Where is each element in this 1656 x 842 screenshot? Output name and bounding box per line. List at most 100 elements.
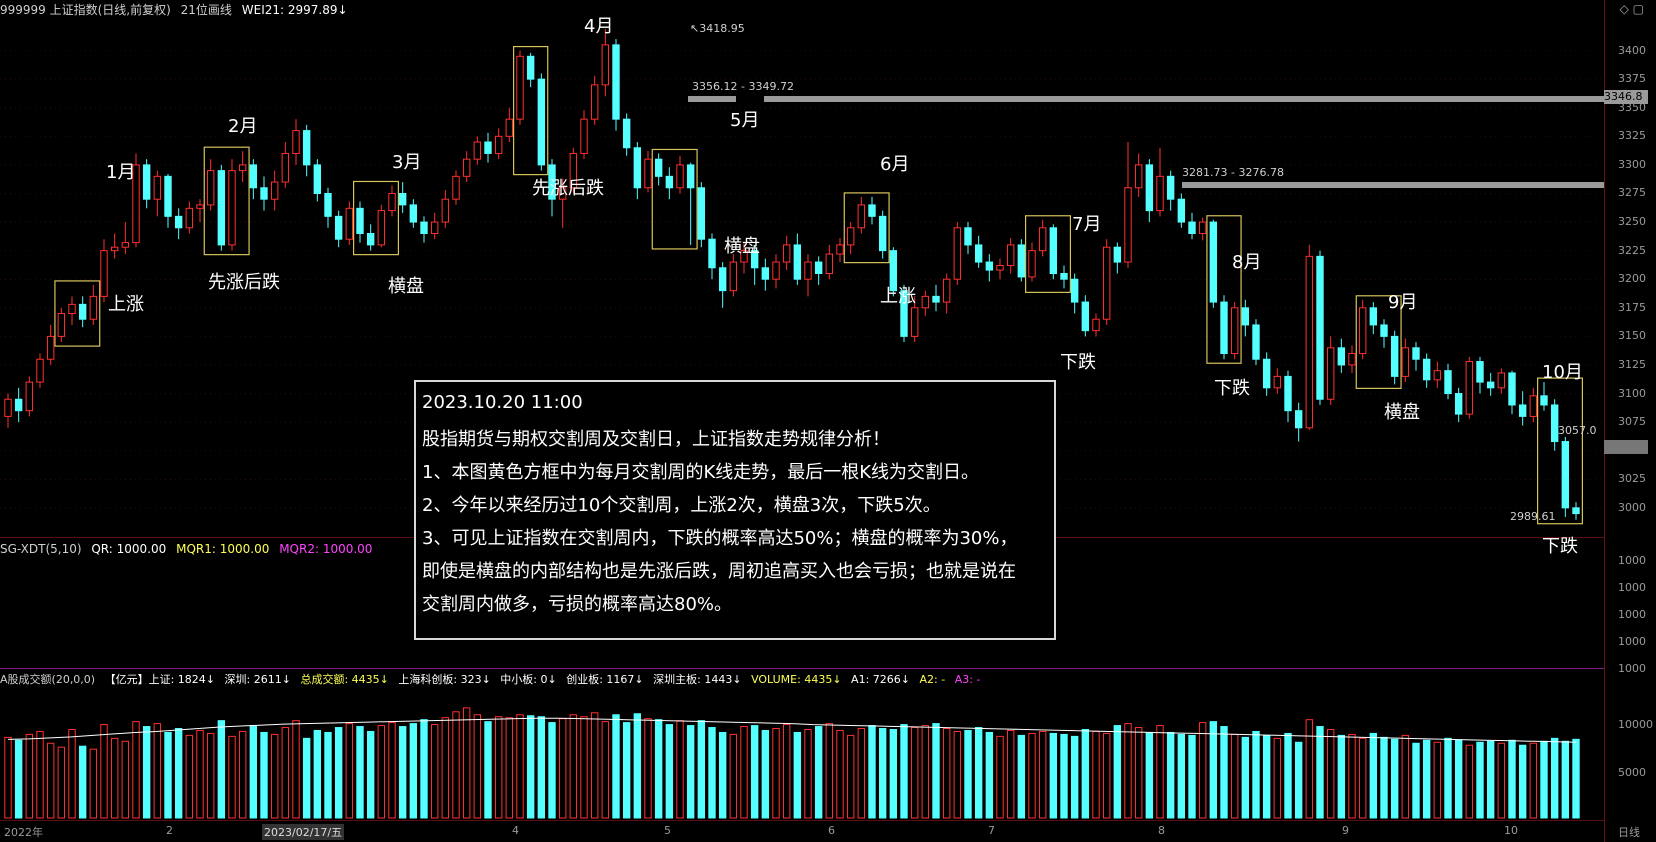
volume-bar bbox=[1465, 744, 1474, 819]
candle-body bbox=[228, 170, 236, 246]
trend-label-5: 横盘 bbox=[724, 236, 760, 257]
candle-body bbox=[1177, 198, 1186, 223]
volume-bar bbox=[1060, 733, 1068, 819]
candle-body bbox=[1113, 246, 1122, 263]
candle-body bbox=[334, 215, 343, 240]
candle-body bbox=[942, 278, 951, 303]
date-label: 7 bbox=[988, 824, 995, 837]
sh-turnover: 【亿元】上证: 1824↓ bbox=[104, 673, 216, 686]
mqr2-value: MQR2: 1000.00 bbox=[279, 542, 373, 556]
candle-body bbox=[665, 175, 674, 189]
date-label: 2022年 bbox=[4, 826, 43, 839]
candle-body bbox=[1252, 324, 1260, 360]
trend-label-3: 横盘 bbox=[388, 276, 424, 297]
qr-value: QR: 1000.00 bbox=[91, 542, 167, 556]
volume-bar bbox=[1294, 741, 1303, 819]
volume-bar bbox=[676, 720, 684, 819]
index-title: 999999 上证指数(日线,前复权) bbox=[0, 3, 171, 17]
candle-body bbox=[452, 175, 460, 200]
resistance-line-2[interactable] bbox=[1182, 182, 1604, 188]
volume-bar bbox=[942, 728, 951, 819]
date-label: 6 bbox=[828, 824, 835, 837]
candle-body bbox=[633, 147, 642, 189]
volume-bar bbox=[1209, 721, 1218, 819]
candlestick-chart[interactable] bbox=[0, 0, 1604, 842]
candle-body bbox=[1220, 301, 1228, 355]
volume-bar bbox=[654, 719, 663, 819]
volume-bar bbox=[46, 742, 55, 819]
pane-divider bbox=[0, 820, 1604, 821]
volume-bar bbox=[1412, 742, 1420, 819]
candle-body bbox=[1412, 347, 1420, 360]
volume-bar bbox=[846, 734, 855, 819]
volume-bar bbox=[793, 731, 802, 819]
volume-bar bbox=[25, 733, 34, 819]
trend-label-9: 横盘 bbox=[1384, 402, 1420, 423]
candle-body bbox=[68, 303, 76, 315]
volume-indicator-name[interactable]: A股成交额(20,0,0) bbox=[0, 673, 96, 686]
candle-body bbox=[1273, 375, 1282, 389]
volume-bar bbox=[142, 726, 151, 819]
candle-body bbox=[292, 130, 300, 154]
volume-bar bbox=[430, 724, 439, 819]
resistance-line-1-segment[interactable] bbox=[688, 96, 736, 102]
month-label-1: 1月 bbox=[106, 162, 136, 183]
candle-body bbox=[686, 164, 695, 189]
price-axis-tick: 3100 bbox=[1618, 386, 1646, 400]
price-axis-tick: 3200 bbox=[1618, 272, 1646, 286]
candle-body bbox=[825, 253, 834, 274]
candle-body bbox=[708, 238, 716, 269]
candle-body bbox=[174, 215, 183, 229]
volume-bar bbox=[857, 728, 866, 819]
volume-bar bbox=[292, 720, 300, 819]
volume-bar bbox=[1252, 730, 1260, 819]
volume-bar bbox=[462, 707, 471, 819]
volume-bar bbox=[494, 716, 503, 819]
candle-body bbox=[1006, 244, 1015, 266]
month-label-2: 2月 bbox=[228, 116, 258, 137]
candle-body bbox=[889, 250, 898, 292]
resistance-line-1[interactable] bbox=[764, 96, 1604, 102]
candle-body bbox=[1198, 221, 1207, 234]
candle-body bbox=[868, 204, 876, 217]
range1-label: 3356.12 - 3349.72 bbox=[692, 80, 794, 93]
candle-body bbox=[996, 264, 1004, 271]
candle-body bbox=[697, 187, 706, 240]
volume-bar bbox=[740, 726, 748, 819]
last-price-label: 3057.0 bbox=[1558, 424, 1597, 437]
candle-body bbox=[153, 175, 162, 200]
a3-value: A3: - bbox=[954, 673, 981, 686]
candle-body bbox=[644, 158, 652, 189]
candle-body bbox=[1337, 347, 1346, 366]
candle-body bbox=[729, 261, 738, 292]
volume-bar bbox=[1305, 719, 1314, 819]
indicator-name[interactable]: SG-XDT(5,10) bbox=[0, 542, 82, 556]
indicator-axis-tick: 1000 bbox=[1618, 554, 1646, 567]
volume-bar bbox=[516, 714, 524, 819]
price-axis-tick: 3000 bbox=[1618, 500, 1646, 514]
volume-bar bbox=[110, 737, 119, 819]
volume-bar bbox=[398, 726, 407, 819]
candle-body bbox=[1060, 273, 1068, 280]
volume-bar bbox=[1401, 734, 1410, 819]
volume-bar bbox=[1348, 733, 1356, 819]
candle-body bbox=[974, 244, 983, 263]
candle-body bbox=[558, 187, 567, 200]
indicator-axis-tick: 1000 bbox=[1618, 608, 1646, 621]
candle-body bbox=[1508, 372, 1516, 406]
ma21-label[interactable]: 21位画线 bbox=[180, 3, 232, 17]
volume-bar bbox=[1049, 732, 1058, 819]
candle-body bbox=[1422, 358, 1431, 381]
period-label[interactable]: 日线 bbox=[1618, 826, 1640, 839]
candle-body bbox=[1497, 372, 1506, 389]
volume-bar bbox=[366, 730, 375, 819]
sz-turnover: 深圳: 2611↓ bbox=[224, 673, 291, 686]
volume-bar bbox=[270, 733, 279, 819]
volume-bar bbox=[1476, 741, 1484, 819]
textbox-line-3: 1、本图黄色方框中为每月交割周的K线走势，最后一根K线为交割日。 bbox=[422, 462, 980, 483]
candle-body bbox=[46, 335, 55, 360]
candle-body bbox=[622, 118, 631, 149]
window-controls-icon[interactable]: ◇ ▢ bbox=[1619, 2, 1644, 16]
volume-value: VOLUME: 4435↓ bbox=[751, 673, 842, 686]
textbox-line-5: 3、可见上证指数在交割周内，下跌的概率高达50%；横盘的概率为30%， bbox=[422, 528, 1018, 549]
